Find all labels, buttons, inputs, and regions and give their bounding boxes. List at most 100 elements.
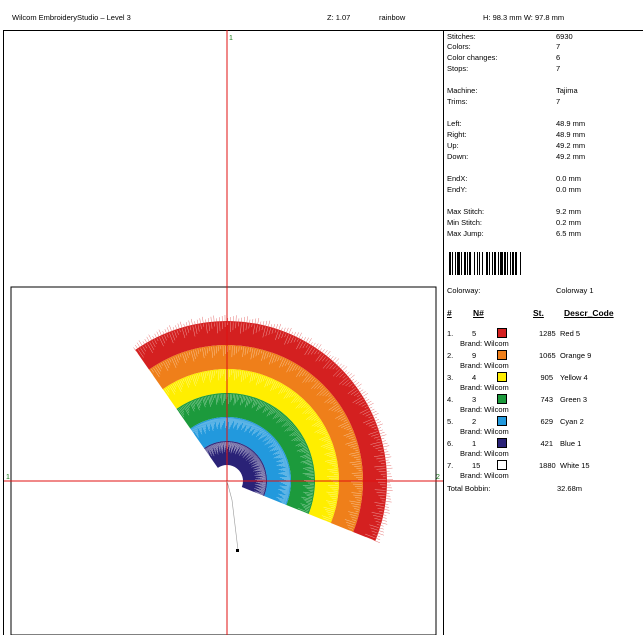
design-preview: 1 1 2 xyxy=(4,30,443,635)
thread-code: 3 xyxy=(472,395,477,404)
endx-row: EndX: 0.0 mm xyxy=(447,174,643,184)
colorway-row: Colorway: Colorway 1 xyxy=(447,286,643,296)
thread-color-swatch xyxy=(497,350,507,360)
machine-label: Machine: xyxy=(447,86,478,95)
max-stitch-value: 9.2 mm xyxy=(556,207,582,216)
machine-value: Tajima xyxy=(556,86,578,95)
up-label: Up: xyxy=(447,141,459,150)
stops-label: Stops: xyxy=(447,64,469,73)
design-bounding-box xyxy=(10,286,437,635)
right-label: Right: xyxy=(447,130,467,139)
thread-row: 2. 9 1065 Orange 9 Brand: Wilcom xyxy=(447,350,643,373)
thread-color-swatch xyxy=(497,460,507,470)
colors-label: Colors: xyxy=(447,42,471,51)
column-header-code: N# xyxy=(473,308,484,318)
right-value: 48.9 mm xyxy=(556,130,586,139)
thread-index: 7. xyxy=(447,461,454,470)
column-header-num: # xyxy=(447,308,452,318)
thread-stitch-count: 905 xyxy=(540,373,553,382)
down-label: Down: xyxy=(447,152,469,161)
trims-row: Trims: 7 xyxy=(447,97,643,107)
thread-code: 9 xyxy=(472,351,477,360)
max-jump-label: Max Jump: xyxy=(447,229,484,238)
thread-brand: Brand: Wilcom xyxy=(460,361,509,370)
thread-color-swatch xyxy=(497,416,507,426)
thread-stitch-count: 1065 xyxy=(539,351,556,360)
stitch-fringe xyxy=(133,315,393,543)
thread-description: Blue 1 xyxy=(560,439,582,448)
total-bobbin-row: Total Bobbin: 32.68m xyxy=(447,484,643,494)
thread-code: 2 xyxy=(472,417,477,426)
stops-value: 7 xyxy=(556,64,561,73)
rainbow-band xyxy=(162,368,339,523)
thread-index: 1. xyxy=(447,329,454,338)
thread-description: Green 3 xyxy=(560,395,588,404)
thread-stitch-count: 743 xyxy=(540,395,553,404)
colors-row: Colors: 7 xyxy=(447,42,643,52)
design-dimensions: H: 98.3 mm W: 97.8 mm xyxy=(483,13,565,22)
max-jump-value: 6.5 mm xyxy=(556,229,582,238)
thread-stitch-count: 1285 xyxy=(539,329,556,338)
barcode-image xyxy=(449,252,521,275)
thread-description: White 15 xyxy=(560,461,590,470)
thread-brand: Brand: Wilcom xyxy=(460,449,509,458)
endx-value: 0.0 mm xyxy=(556,174,582,183)
thread-color-swatch xyxy=(497,372,507,382)
color-changes-row: Color changes: 6 xyxy=(447,53,643,63)
min-stitch-row: Min Stitch: 0.2 mm xyxy=(447,218,643,228)
thread-index: 6. xyxy=(447,439,454,448)
thread-description: Orange 9 xyxy=(560,351,592,360)
max-stitch-label: Max Stitch: xyxy=(447,207,485,216)
trims-label: Trims: xyxy=(447,97,468,106)
design-name: rainbow xyxy=(379,13,406,22)
color-changes-label: Color changes: xyxy=(447,53,498,62)
thread-row: 4. 3 743 Green 3 Brand: Wilcom xyxy=(447,394,643,417)
thread-row: 5. 2 629 Cyan 2 Brand: Wilcom xyxy=(447,416,643,439)
total-bobbin-label: Total Bobbin: xyxy=(447,484,491,493)
thread-brand: Brand: Wilcom xyxy=(460,339,509,348)
rainbow-band xyxy=(190,417,291,505)
thread-index: 2. xyxy=(447,351,454,360)
axis-label-top: 1 xyxy=(229,35,233,42)
thread-row: 7. 15 1880 White 15 Brand: Wilcom xyxy=(447,460,643,483)
axis-label-left: 1 xyxy=(6,474,10,481)
endx-label: EndX: xyxy=(447,174,468,183)
endy-row: EndY: 0.0 mm xyxy=(447,185,643,195)
thread-code: 4 xyxy=(472,373,477,382)
thread-code: 1 xyxy=(472,439,477,448)
min-stitch-label: Min Stitch: xyxy=(447,218,483,227)
rainbow-band xyxy=(148,345,363,532)
header-divider xyxy=(3,30,643,31)
panel-divider xyxy=(443,30,444,635)
max-stitch-row: Max Stitch: 9.2 mm xyxy=(447,207,643,217)
app-title: Wilcom EmbroideryStudio – Level 3 xyxy=(12,13,131,22)
thread-description: Yellow 4 xyxy=(560,373,588,382)
travel-stitch xyxy=(226,480,239,551)
end-point-marker xyxy=(236,549,239,552)
colorway-label: Colorway: xyxy=(447,286,481,295)
thread-code: 5 xyxy=(472,329,477,338)
thread-brand: Brand: Wilcom xyxy=(460,405,509,414)
up-row: Up: 49.2 mm xyxy=(447,141,643,151)
thread-row: 6. 1 421 Blue 1 Brand: Wilcom xyxy=(447,438,643,461)
thread-stitch-count: 1880 xyxy=(539,461,556,470)
stitches-row: Stitches: 6930 xyxy=(447,32,643,42)
column-header-stitches: St. xyxy=(533,308,544,318)
thread-stitch-count: 421 xyxy=(540,439,553,448)
thread-description: Cyan 2 xyxy=(560,417,584,426)
endy-label: EndY: xyxy=(447,185,468,194)
column-header-descr: Descr_Code xyxy=(564,308,614,318)
thread-row: 1. 5 1285 Red 5 Brand: Wilcom xyxy=(447,328,643,351)
down-row: Down: 49.2 mm xyxy=(447,152,643,162)
thread-brand: Brand: Wilcom xyxy=(460,383,509,392)
rainbow-band xyxy=(135,321,387,541)
axis-label-right: 2 xyxy=(436,474,440,481)
trims-value: 7 xyxy=(556,97,561,106)
report-header: Wilcom EmbroideryStudio – Level 3 Z: 1.0… xyxy=(0,0,643,30)
up-value: 49.2 mm xyxy=(556,141,586,150)
left-label: Left: xyxy=(447,119,462,128)
thread-index: 4. xyxy=(447,395,454,404)
stitches-label: Stitches: xyxy=(447,32,476,41)
thread-color-swatch xyxy=(497,328,507,338)
stitches-value: 6930 xyxy=(556,32,573,41)
